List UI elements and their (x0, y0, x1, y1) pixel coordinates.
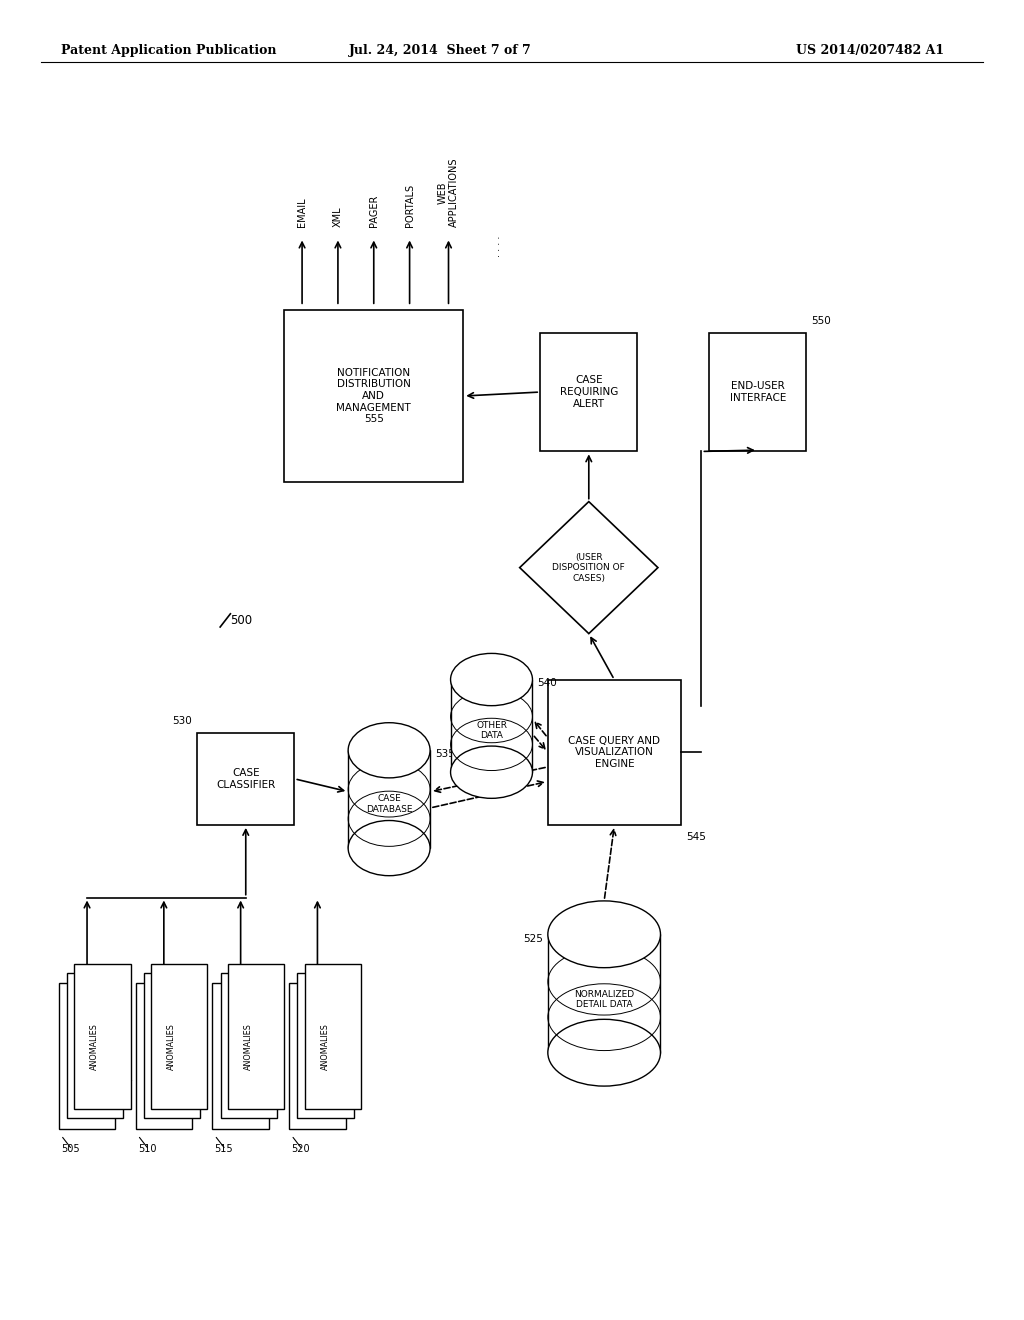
FancyBboxPatch shape (289, 983, 345, 1129)
FancyBboxPatch shape (143, 973, 201, 1118)
FancyBboxPatch shape (59, 983, 116, 1129)
FancyBboxPatch shape (135, 983, 193, 1129)
Text: END-USER
INTERFACE: END-USER INTERFACE (729, 381, 786, 403)
Text: CASE QUERY AND
VISUALIZATION
ENGINE: CASE QUERY AND VISUALIZATION ENGINE (568, 735, 660, 770)
FancyBboxPatch shape (221, 973, 276, 1118)
FancyBboxPatch shape (541, 333, 637, 451)
Ellipse shape (451, 653, 532, 706)
Polygon shape (519, 502, 657, 634)
Text: CASE
REQUIRING
ALERT: CASE REQUIRING ALERT (559, 375, 618, 409)
Text: 530: 530 (172, 715, 193, 726)
FancyBboxPatch shape (548, 680, 681, 825)
Text: 525: 525 (523, 933, 543, 944)
Text: PAGER: PAGER (369, 194, 379, 227)
Ellipse shape (548, 1019, 660, 1086)
FancyBboxPatch shape (197, 733, 295, 825)
Text: 545: 545 (686, 832, 706, 842)
Text: NORMALIZED
DETAIL DATA: NORMALIZED DETAIL DATA (574, 990, 634, 1008)
Text: ANOMALIES: ANOMALIES (321, 1023, 330, 1069)
Text: PORTALS: PORTALS (404, 183, 415, 227)
FancyBboxPatch shape (68, 973, 123, 1118)
Ellipse shape (451, 746, 532, 799)
Text: 540: 540 (538, 678, 557, 688)
Text: OTHER
DATA: OTHER DATA (476, 721, 507, 741)
Text: . . . .: . . . . (492, 236, 502, 257)
Text: ANOMALIES: ANOMALIES (167, 1023, 176, 1069)
FancyBboxPatch shape (227, 964, 284, 1109)
Text: 550: 550 (811, 315, 831, 326)
Ellipse shape (348, 723, 430, 777)
Text: US 2014/0207482 A1: US 2014/0207482 A1 (797, 44, 944, 57)
Text: ANOMALIES: ANOMALIES (244, 1023, 253, 1069)
Text: 500: 500 (230, 614, 253, 627)
Text: XML: XML (333, 206, 343, 227)
Text: CASE
CLASSIFIER: CASE CLASSIFIER (216, 768, 275, 789)
Text: 520: 520 (291, 1144, 310, 1155)
Text: 510: 510 (137, 1144, 157, 1155)
Ellipse shape (348, 821, 430, 875)
FancyBboxPatch shape (75, 964, 131, 1109)
Text: Jul. 24, 2014  Sheet 7 of 7: Jul. 24, 2014 Sheet 7 of 7 (349, 44, 531, 57)
Text: FIG. 5: FIG. 5 (77, 1080, 133, 1098)
Ellipse shape (548, 900, 660, 968)
FancyBboxPatch shape (284, 310, 463, 482)
FancyBboxPatch shape (305, 964, 360, 1109)
FancyBboxPatch shape (451, 680, 532, 772)
Text: 505: 505 (61, 1144, 80, 1155)
Text: CASE
DATABASE: CASE DATABASE (366, 795, 413, 814)
FancyBboxPatch shape (709, 333, 807, 451)
Text: Patent Application Publication: Patent Application Publication (61, 44, 276, 57)
FancyBboxPatch shape (152, 964, 207, 1109)
Text: EMAIL: EMAIL (297, 198, 307, 227)
Text: NOTIFICATION
DISTRIBUTION
AND
MANAGEMENT
555: NOTIFICATION DISTRIBUTION AND MANAGEMENT… (337, 368, 411, 424)
FancyBboxPatch shape (297, 973, 354, 1118)
Text: ANOMALIES: ANOMALIES (90, 1023, 99, 1069)
Text: 515: 515 (215, 1144, 233, 1155)
FancyBboxPatch shape (348, 750, 430, 847)
Text: (USER
DISPOSITION OF
CASES): (USER DISPOSITION OF CASES) (552, 553, 626, 582)
FancyBboxPatch shape (213, 983, 268, 1129)
Text: WEB
APPLICATIONS: WEB APPLICATIONS (437, 157, 460, 227)
FancyBboxPatch shape (548, 935, 660, 1053)
Text: 535: 535 (435, 748, 455, 759)
